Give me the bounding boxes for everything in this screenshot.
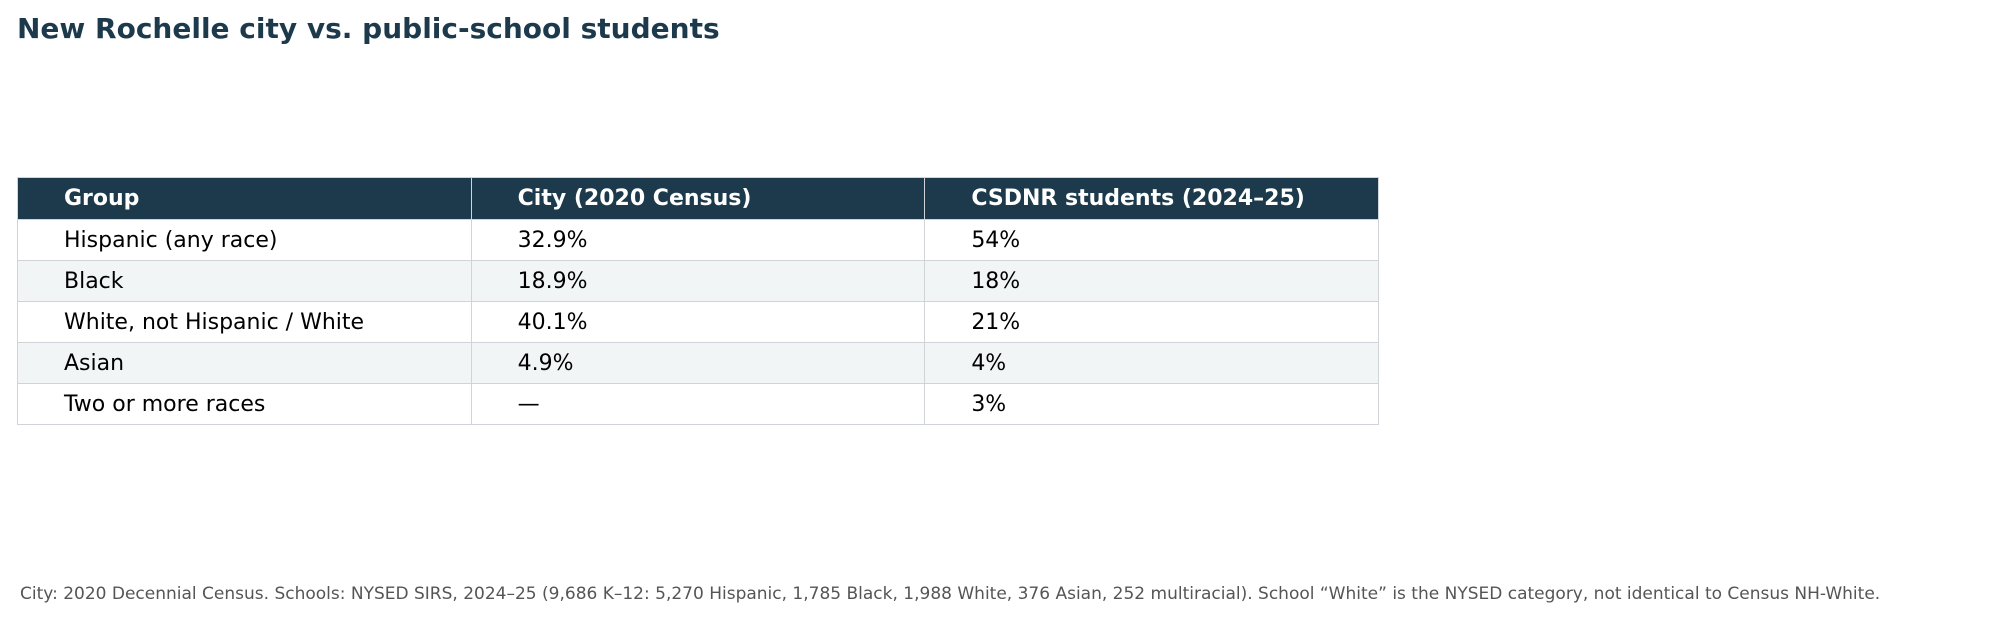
table-cell: Black: [17, 260, 472, 302]
table-row: Black 18.9% 18%: [17, 260, 1379, 302]
table-row: White, not Hispanic / White 40.1% 21%: [17, 301, 1379, 343]
table-row: Hispanic (any race) 32.9% 54%: [17, 219, 1379, 261]
header-row: Group City (2020 Census) CSDNR students (2…: [17, 177, 1379, 220]
table-cell: 40.1%: [470, 301, 926, 343]
table-cell: 4.9%: [470, 342, 926, 384]
table-cell: 4%: [924, 342, 1379, 384]
table-row: Two or more races —3%: [17, 383, 1379, 425]
data-table: Group City (2020 Census) CSDNR students (2…: [17, 177, 1379, 425]
table-cell: —: [470, 383, 926, 425]
table-cell: 21%: [924, 301, 1379, 343]
column-header: CSDNR students (2024–25): [924, 177, 1379, 220]
table-cell: White, not Hispanic / White: [17, 301, 472, 343]
table-header: Group City (2020 Census) CSDNR students (2…: [17, 177, 1379, 220]
table-cell: 54%: [924, 219, 1379, 261]
table-row: Asian 4.9% 4%: [17, 342, 1379, 384]
column-header: City (2020 Census): [470, 177, 926, 220]
table-cell: 32.9%: [470, 219, 926, 261]
table-cell: 18.9%: [470, 260, 926, 302]
table-cell: 18%: [924, 260, 1379, 302]
table-body: Hispanic (any race) 32.9% 54% Black 18.9% 18%…: [17, 219, 1379, 425]
table-cell: Asian: [17, 342, 472, 384]
title: New Rochelle city vs. public-school stud…: [17, 12, 720, 45]
table-cell: 3%: [924, 383, 1379, 425]
table-cell: Hispanic (any race): [17, 219, 472, 261]
footnote: City: 2020 Decennial Census. Schools: NY…: [20, 584, 1881, 604]
table-cell: Two or more races: [17, 383, 472, 425]
column-header: Group: [17, 177, 472, 220]
